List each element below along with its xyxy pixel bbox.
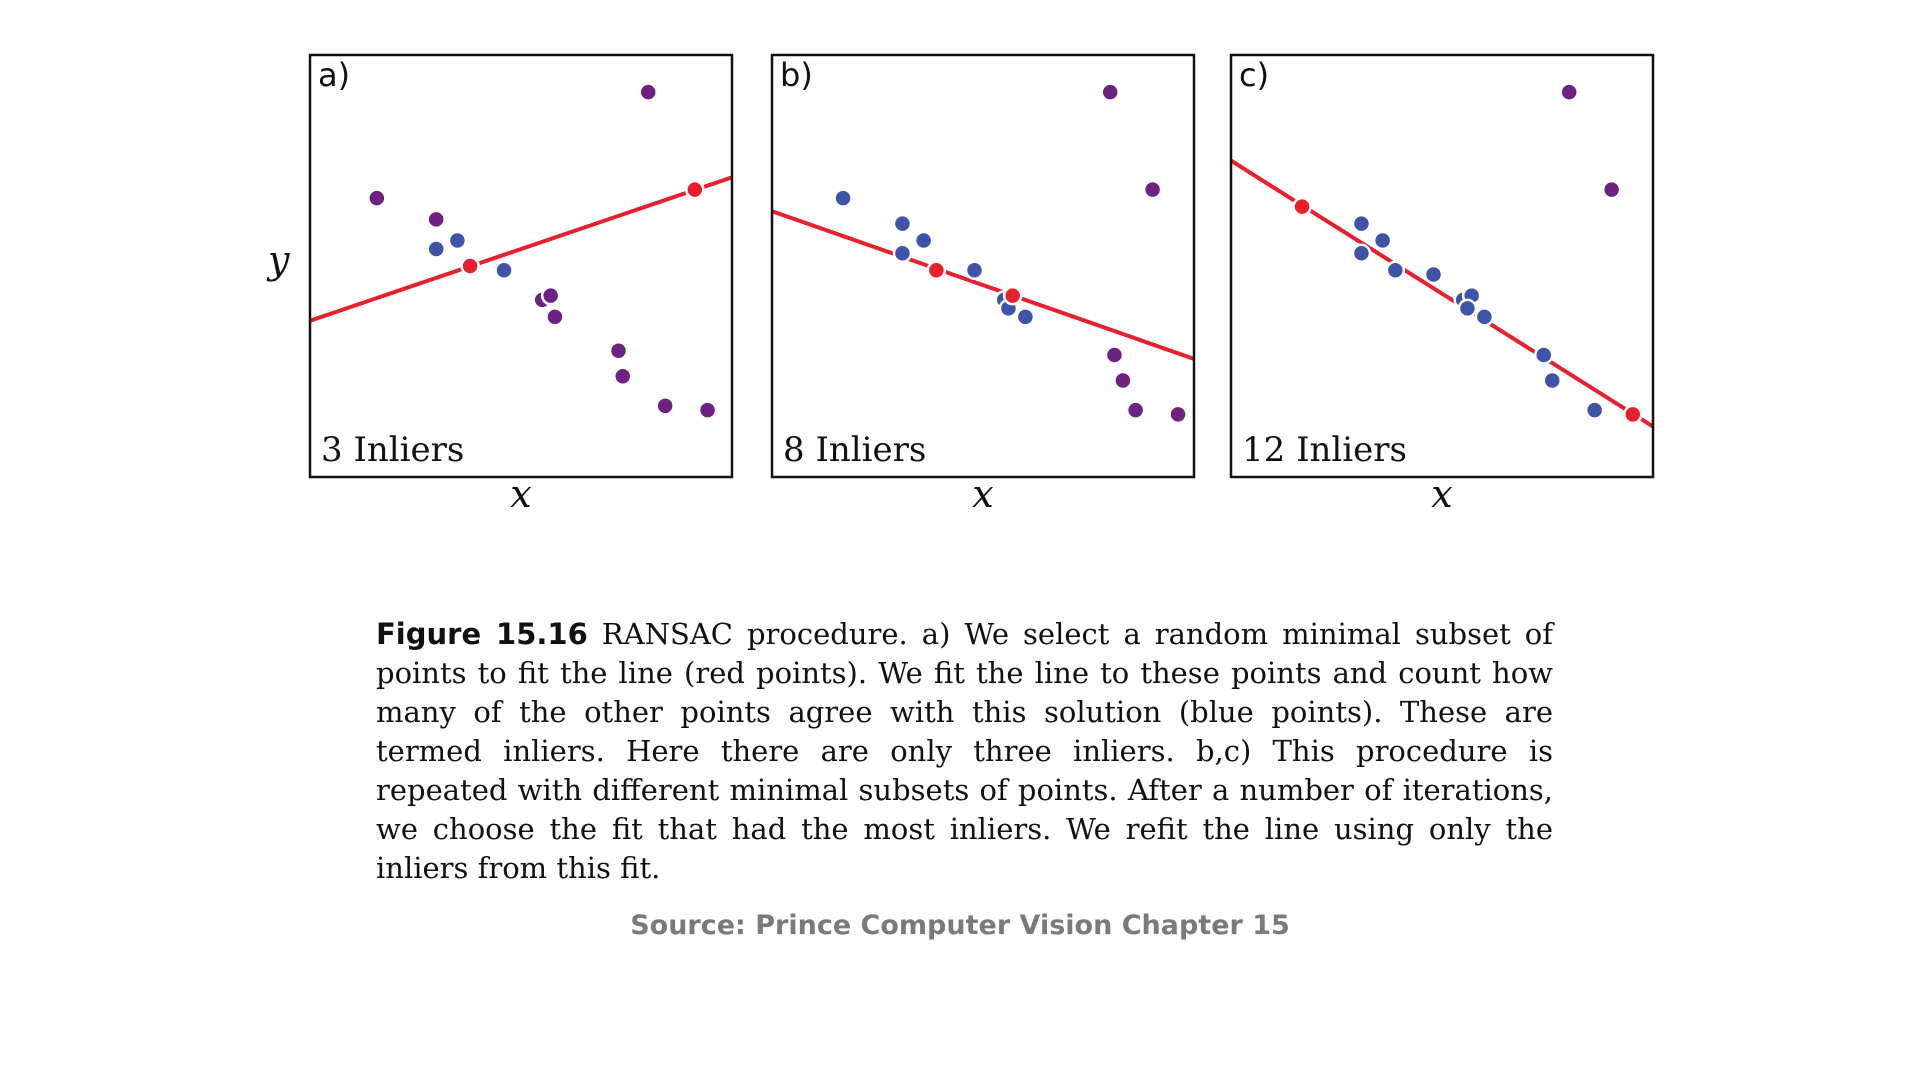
- inlier-point-b-8: [1015, 307, 1036, 327]
- panel-label-c: c): [1239, 56, 1270, 94]
- x-axis-label-a: x: [510, 472, 532, 516]
- outlier-point-a-5: [545, 307, 565, 327]
- inlier-point-c-2: [1372, 230, 1393, 251]
- inlier-point-c-9: [1474, 307, 1495, 327]
- fit-line-a: [309, 175, 733, 324]
- selected-point-b-1: [926, 260, 947, 280]
- figure-caption: Figure 15.16 RANSAC procedure. a) We sel…: [376, 615, 1553, 888]
- inlier-point-a-3: [494, 260, 514, 280]
- outlier-point-b-3: [1125, 400, 1146, 420]
- outlier-point-a-9: [697, 400, 718, 420]
- outlier-point-a-8: [655, 396, 675, 416]
- outlier-point-a-2: [426, 209, 446, 230]
- inlier-count-label-a: 3 Inliers: [321, 430, 465, 470]
- outlier-point-b-5: [1100, 82, 1120, 102]
- y-axis-label: y: [268, 238, 290, 282]
- scatter-plot-b: [770, 53, 1196, 479]
- inlier-point-c-3: [1351, 243, 1372, 264]
- scatter-panel-a: a) 3 Inliers: [308, 53, 734, 479]
- outlier-point-b-1: [1104, 345, 1125, 365]
- inlier-point-b-4: [892, 243, 913, 264]
- selected-point-b-2: [1002, 285, 1023, 306]
- fit-line-b: [771, 208, 1195, 362]
- inlier-point-b-1: [833, 188, 853, 208]
- panel-label-a: a): [318, 56, 351, 94]
- inlier-count-label-c: 12 Inliers: [1242, 430, 1407, 470]
- inlier-point-b-2: [892, 213, 913, 234]
- x-axis-label-c: x: [1431, 472, 1453, 516]
- inlier-point-c-11: [1542, 370, 1562, 391]
- inlier-point-c-12: [1584, 400, 1605, 420]
- outlier-point-b-2: [1113, 370, 1133, 391]
- outlier-point-a-4: [540, 285, 561, 306]
- selected-point-a-2: [685, 179, 705, 200]
- inlier-point-c-1: [1351, 213, 1372, 234]
- scatter-plot-a: [308, 53, 734, 479]
- inlier-point-b-5: [964, 260, 985, 280]
- scatter-panel-b: b) 8 Inliers: [770, 53, 1196, 479]
- figure-number: Figure 15.16: [376, 617, 588, 651]
- outlier-point-b-4: [1168, 404, 1188, 425]
- fit-line-c: [1230, 158, 1654, 429]
- outlier-point-c-2: [1601, 179, 1622, 200]
- selected-point-c-1: [1292, 196, 1312, 217]
- inlier-point-a-2: [447, 230, 468, 251]
- outlier-point-a-6: [608, 341, 629, 361]
- panel-frame-a: [308, 53, 734, 479]
- inlier-point-c-8: [1457, 298, 1478, 319]
- outlier-point-a-7: [613, 366, 633, 386]
- inlier-point-a-1: [426, 239, 446, 259]
- selected-point-c-2: [1623, 404, 1643, 425]
- inlier-point-c-10: [1534, 345, 1554, 365]
- inlier-point-b-3: [913, 230, 934, 251]
- outlier-point-a-1: [367, 188, 387, 208]
- inlier-count-label-b: 8 Inliers: [783, 430, 927, 470]
- x-axis-label-b: x: [972, 472, 994, 516]
- outlier-point-c-1: [1559, 82, 1579, 102]
- scatter-panel-c: c) 12 Inliers: [1229, 53, 1655, 479]
- inlier-point-c-4: [1385, 260, 1406, 280]
- panel-label-b: b): [780, 56, 813, 94]
- selected-point-a-1: [460, 256, 480, 276]
- caption-text: RANSAC procedure. a) We select a random …: [376, 617, 1554, 885]
- scatter-plot-c: [1229, 53, 1655, 479]
- outlier-point-a-10: [638, 82, 658, 102]
- outlier-point-b-6: [1142, 179, 1163, 200]
- panel-frame-b: [770, 53, 1196, 479]
- inlier-point-c-5: [1423, 264, 1444, 285]
- source-credit: Source: Prince Computer Vision Chapter 1…: [630, 910, 1290, 941]
- panel-frame-c: [1229, 53, 1655, 479]
